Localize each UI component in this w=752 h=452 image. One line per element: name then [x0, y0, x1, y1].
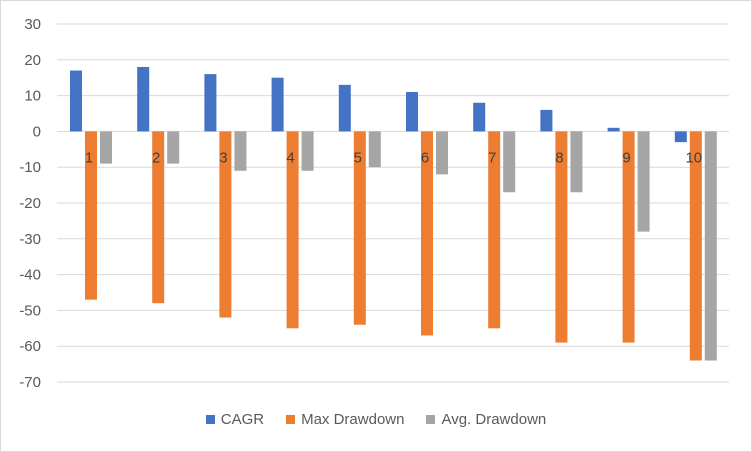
bar-cagr [406, 92, 418, 132]
legend-swatch [205, 415, 215, 424]
bar-max-drawdown [689, 131, 702, 361]
bar-avg-drawdown [368, 131, 381, 168]
chart-legend: CAGR Max Drawdown Avg. Drawdown [1, 411, 751, 428]
y-tick-label: 0 [33, 123, 41, 140]
category-label: 10 [685, 149, 702, 166]
legend-swatch [426, 415, 436, 424]
y-tick-label: 20 [24, 52, 41, 69]
y-tick-label: -20 [19, 195, 41, 212]
legend-label: CAGR [220, 411, 265, 428]
bar-max-drawdown [152, 131, 165, 304]
bar-avg-drawdown [234, 131, 247, 171]
legend-item: CAGR [205, 411, 265, 428]
bar-cagr [338, 84, 351, 132]
legend-label: Avg. Drawdown [441, 411, 547, 428]
y-tick-label: -40 [19, 267, 41, 284]
y-tick-label: -10 [19, 159, 41, 176]
bar-max-drawdown [555, 131, 568, 343]
bar-avg-drawdown [100, 131, 112, 164]
bar-avg-drawdown [301, 131, 314, 171]
legend-item: Max Drawdown [286, 411, 404, 428]
bar-cagr [540, 109, 553, 132]
category-label: 5 [354, 149, 362, 166]
bar-max-drawdown [421, 131, 433, 336]
bar-avg-drawdown [570, 131, 583, 193]
category-label: 1 [85, 149, 93, 166]
category-label: 2 [152, 149, 160, 166]
bar-avg-drawdown [503, 131, 516, 193]
bar-cagr [473, 102, 486, 132]
bar-max-drawdown [219, 131, 232, 318]
legend-item: Avg. Drawdown [426, 411, 546, 428]
y-tick-label: -70 [19, 374, 41, 391]
bar-cagr [607, 127, 620, 132]
bar-cagr [204, 74, 217, 132]
bar-max-drawdown [622, 131, 635, 343]
category-label: 7 [488, 149, 496, 166]
bar-avg-drawdown [436, 131, 448, 175]
y-tick-label: -30 [19, 231, 41, 248]
y-tick-label: 10 [24, 88, 41, 105]
bar-chart: 30 20 10 0 -10 -20 -30 -40 -50 -60 -70 1 2 3 4 5 6 7 8 9 10 [19, 16, 729, 391]
legend-label: Max Drawdown [301, 411, 405, 428]
bar-cagr [70, 70, 82, 132]
bar-max-drawdown [85, 131, 97, 300]
bar-max-drawdown [286, 131, 299, 329]
bar-max-drawdown [488, 131, 501, 329]
category-label: 6 [421, 149, 429, 166]
category-label: 4 [286, 149, 294, 166]
bar-cagr [271, 77, 284, 132]
y-tick-label: -50 [19, 302, 41, 319]
y-tick-label: -60 [19, 338, 41, 355]
category-label: 8 [555, 149, 563, 166]
bar-cagr [137, 66, 150, 132]
category-label: 3 [219, 149, 227, 166]
bar-max-drawdown [353, 131, 366, 325]
bar-cagr [674, 131, 687, 143]
y-tick-label: 30 [24, 16, 41, 33]
category-label: 9 [622, 149, 630, 166]
bar-avg-drawdown [167, 131, 180, 164]
legend-swatch [286, 415, 296, 424]
bar-avg-drawdown [704, 131, 717, 361]
bar-avg-drawdown [637, 131, 650, 232]
